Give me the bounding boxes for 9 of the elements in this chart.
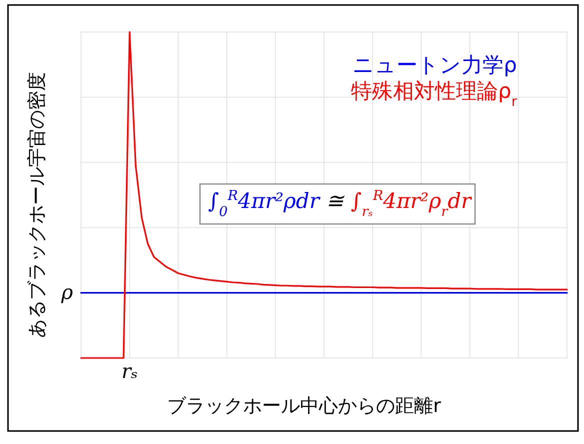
annotation: ≅: [326, 189, 351, 213]
y-axis-title: あるブラックホール宇宙の密度: [26, 72, 48, 338]
text: ニュートン力学ρ: [352, 53, 517, 77]
annotation: ∫$_{rₛ}$$^{R}$4πr²ρ$_{r}$dr: [350, 188, 474, 220]
text: 特殊相対性理論ρ$_{r}$: [351, 79, 518, 110]
text: ρ: [60, 280, 74, 304]
annotation: ∫$_{0}$$^{R}$4πr²ρdr: [208, 188, 326, 220]
text: rₛ: [121, 359, 138, 383]
x-axis-title: ブラックホール中心からの距離r: [167, 395, 442, 417]
